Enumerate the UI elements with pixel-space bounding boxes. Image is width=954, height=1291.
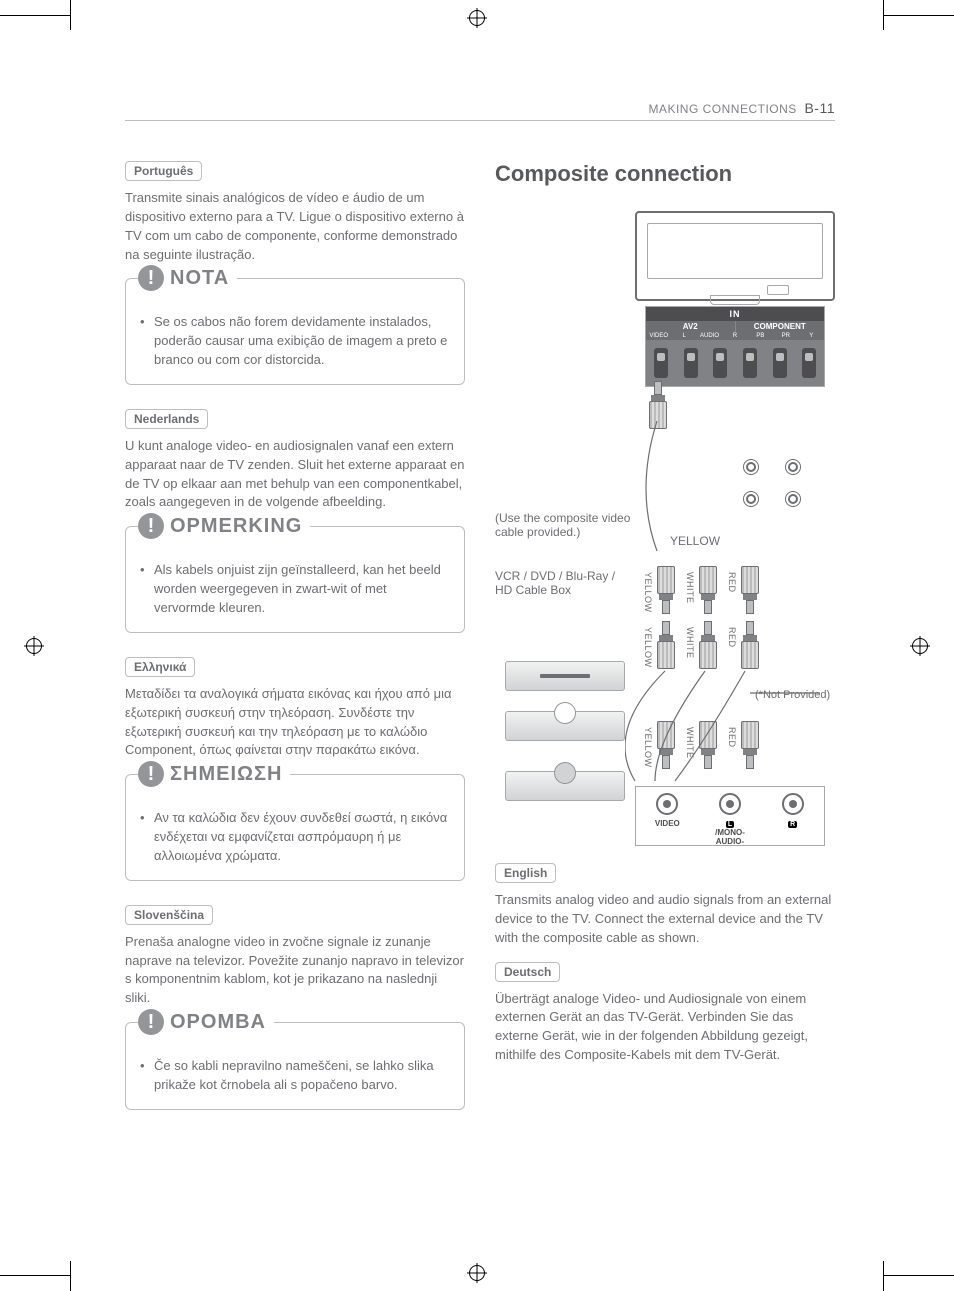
exclamation-icon: ! — [138, 513, 164, 539]
registration-mark-icon — [26, 638, 42, 654]
exclamation-icon: ! — [138, 761, 164, 787]
crop-mark — [883, 1261, 884, 1291]
port-label-in: IN — [646, 307, 824, 321]
device-bluray-icon — [505, 771, 625, 801]
plug-label-red: RED — [727, 572, 737, 593]
exclamation-icon: ! — [138, 1009, 164, 1035]
device-label: VCR / DVD / Blu-Ray / HD Cable Box — [495, 569, 625, 597]
registration-mark-icon — [912, 638, 928, 654]
note-title-sl: OPOMBA — [170, 1011, 266, 1034]
rca-plug-icon: RED — [739, 566, 761, 614]
right-column: Composite connection IN AV2 COMPONENT — [495, 161, 835, 1134]
crop-mark — [884, 15, 954, 16]
lang-badge-de: Deutsch — [495, 962, 560, 982]
note-title-pt: NOTA — [170, 267, 229, 290]
lang-badge-el: Ελληνικά — [125, 657, 195, 677]
port-sub-video: VIDEO — [646, 332, 671, 340]
running-head: MAKING CONNECTIONS B-11 — [125, 100, 835, 121]
lang-badge-pt: Português — [125, 161, 202, 181]
block-slovene: Slovenščina Prenaša analogne video in zv… — [125, 905, 465, 1110]
port-sub-pb: PB — [748, 332, 773, 340]
registration-mark-icon — [469, 10, 485, 26]
section-title: Composite connection — [495, 161, 835, 187]
left-column: Português Transmite sinais analógicos de… — [125, 161, 465, 1134]
block-english: English Transmits analog video and audio… — [495, 863, 835, 948]
crop-mark — [884, 1275, 954, 1276]
note-item-pt: Se os cabos não forem devidamente instal… — [140, 313, 450, 370]
body-sl: Prenaša analogne video in zvočne signale… — [125, 933, 465, 1008]
port-label-component: COMPONENT — [736, 321, 825, 332]
tv-port-panel: IN AV2 COMPONENT VIDEO L AUDIO R PB PR Y — [645, 306, 825, 387]
body-pt: Transmite sinais analógicos de vídeo e á… — [125, 189, 465, 264]
page: MAKING CONNECTIONS B-11 Português Transm… — [125, 100, 835, 1134]
note-item-el: Αν τα καλώδια δεν έχουν συνδεθεί σωστά, … — [140, 809, 450, 866]
connection-diagram: IN AV2 COMPONENT VIDEO L AUDIO R PB PR Y — [495, 211, 835, 851]
output-audio-l: L/MONO-AUDIO- — [711, 793, 749, 846]
device-vcr-icon — [505, 661, 625, 691]
lang-badge-en: English — [495, 863, 556, 883]
output-badge-l: L — [726, 821, 734, 828]
port-sub-pr: PR — [773, 332, 798, 340]
screw-icon — [785, 491, 801, 507]
block-greek: Ελληνικά Μεταδίδει τα αναλογικά σήματα ε… — [125, 657, 465, 881]
block-deutsch: Deutsch Überträgt analoge Video- und Aud… — [495, 962, 835, 1065]
rca-jack-icon — [713, 348, 727, 378]
block-nederlands: Nederlands U kunt analoge video- en audi… — [125, 409, 465, 633]
note-item-nl: Als kabels onjuist zijn geïnstalleerd, k… — [140, 561, 450, 618]
plug-label-white: WHITE — [685, 572, 695, 604]
note-title-el: ΣΗΜΕΙΩΣΗ — [170, 763, 282, 786]
output-audio-r: R — [774, 793, 812, 846]
cable-line-icon — [645, 421, 685, 561]
note-box-el: ! ΣΗΜΕΙΩΣΗ Αν τα καλώδια δεν έχουν συνδε… — [125, 774, 465, 881]
note-box-nl: ! OPMERKING Als kabels onjuist zijn geïn… — [125, 526, 465, 633]
rca-jack-icon — [773, 348, 787, 378]
output-video: VIDEO — [648, 793, 686, 846]
screw-icon — [785, 459, 801, 475]
crop-mark — [0, 15, 70, 16]
registration-mark-icon — [469, 1265, 485, 1281]
rca-jack-icon — [684, 348, 698, 378]
rca-plug-icon: YELLOW — [655, 566, 677, 614]
crop-mark — [883, 0, 884, 30]
device-dvd-icon — [505, 711, 625, 741]
crop-mark — [70, 0, 71, 30]
port-sub-y: Y — [799, 332, 824, 340]
output-badge-r: R — [788, 821, 797, 828]
port-sub-r: R — [722, 332, 747, 340]
crop-mark — [70, 1261, 71, 1291]
output-label-mono: /MONO — [715, 828, 742, 837]
port-sub-audio: AUDIO — [697, 332, 722, 340]
note-title-nl: OPMERKING — [170, 515, 302, 538]
body-en: Transmits analog video and audio signals… — [495, 891, 835, 948]
note-item-sl: Če so kabli nepravilno nameščeni, se lah… — [140, 1057, 450, 1095]
lang-badge-sl: Slovenščina — [125, 905, 213, 925]
port-label-av2: AV2 — [646, 321, 736, 332]
section-name: MAKING CONNECTIONS — [648, 102, 796, 116]
body-nl: U kunt analoge video- en audiosignalen v… — [125, 437, 465, 512]
note-box-pt: ! NOTA Se os cabos não forem devidamente… — [125, 278, 465, 385]
body-el: Μεταδίδει τα αναλογικά σήματα εικόνας κα… — [125, 685, 465, 760]
lang-badge-nl: Nederlands — [125, 409, 208, 429]
output-label-video: VIDEO — [648, 819, 686, 828]
rca-jack-icon — [654, 348, 668, 378]
screw-icon — [743, 459, 759, 475]
hint-provided: (Use the composite video cable provided.… — [495, 511, 635, 539]
plug-label-yellow: YELLOW — [643, 572, 653, 613]
port-sub-l: L — [671, 332, 696, 340]
rca-plug-icon: WHITE — [697, 566, 719, 614]
block-portuguese: Português Transmite sinais analógicos de… — [125, 161, 465, 385]
exclamation-icon: ! — [138, 265, 164, 291]
device-output-panel: VIDEO L/MONO-AUDIO- R — [635, 786, 825, 846]
tv-icon — [635, 211, 835, 301]
note-box-sl: ! OPOMBA Če so kabli nepravilno nameščen… — [125, 1022, 465, 1110]
screw-icon — [743, 491, 759, 507]
crop-mark — [0, 1275, 70, 1276]
page-number: B-11 — [804, 100, 835, 116]
rca-jack-icon — [743, 348, 757, 378]
rca-jack-icon — [802, 348, 816, 378]
body-de: Überträgt analoge Video- und Audiosignal… — [495, 990, 835, 1065]
